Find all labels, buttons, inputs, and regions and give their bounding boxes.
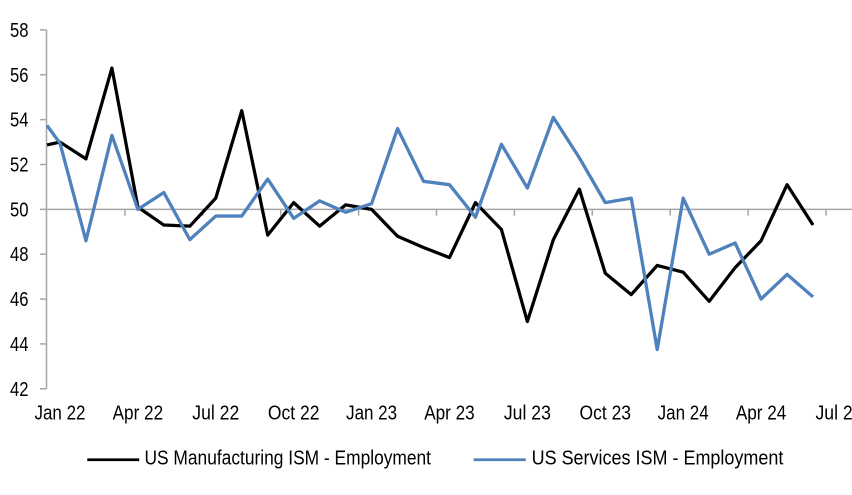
svg-text:46: 46 (10, 289, 29, 311)
svg-text:US Manufacturing ISM - Employm: US Manufacturing ISM - Employment (145, 447, 432, 469)
svg-text:Jan 22: Jan 22 (34, 403, 85, 425)
svg-text:54: 54 (10, 110, 29, 132)
svg-text:56: 56 (10, 65, 29, 87)
svg-text:44: 44 (10, 334, 29, 356)
svg-text:Apr 24: Apr 24 (736, 403, 787, 425)
svg-text:Jul 23: Jul 23 (504, 403, 551, 425)
svg-text:Jul 22: Jul 22 (192, 403, 239, 425)
svg-text:58: 58 (10, 20, 29, 42)
svg-text:42: 42 (10, 379, 29, 401)
svg-text:Jan 24: Jan 24 (658, 403, 709, 425)
svg-text:Oct 22: Oct 22 (268, 403, 320, 425)
svg-text:52: 52 (10, 155, 29, 177)
svg-text:48: 48 (10, 244, 29, 266)
svg-text:Jan 23: Jan 23 (346, 403, 397, 425)
svg-text:50: 50 (10, 199, 29, 221)
svg-text:US Services ISM - Employment: US Services ISM - Employment (532, 447, 784, 469)
svg-text:Apr 22: Apr 22 (113, 403, 164, 425)
svg-text:Oct 23: Oct 23 (580, 403, 632, 425)
svg-text:Apr 23: Apr 23 (424, 403, 475, 425)
svg-text:Jul 24: Jul 24 (815, 403, 852, 425)
